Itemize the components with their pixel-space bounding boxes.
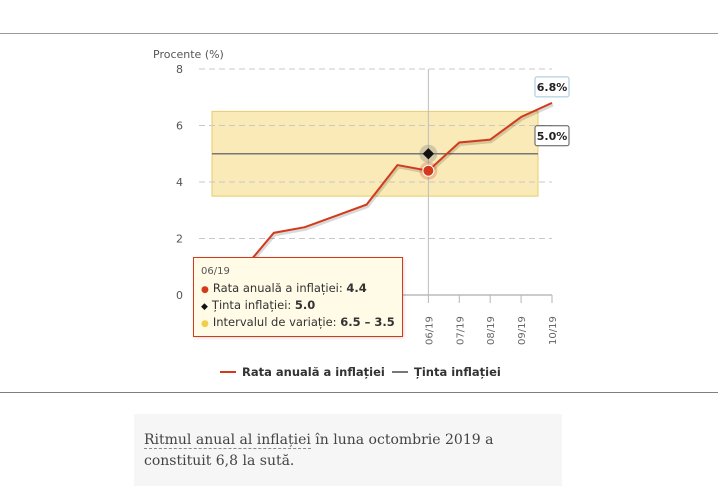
tooltip-label-target: Ținta inflației: [211, 298, 295, 312]
tooltip-row-target: ◆ Ținta inflației: 5.0 [201, 298, 394, 315]
y-axis-title: Procente (%) [153, 48, 224, 61]
caption-rest: în luna octombrie 2019 a constituit 6,8 … [144, 432, 494, 469]
y-tick-label-0: 0 [176, 289, 183, 302]
tooltip-value-inflation: 4.4 [346, 281, 367, 295]
x-tick-label-08/19: 08/19 [486, 316, 497, 345]
x-tick-label-06/19: 06/19 [424, 316, 435, 345]
end-label-inflation-box [534, 76, 570, 98]
end-label-inflation: 6.8% [537, 81, 568, 94]
tooltip-label-interval: Intervalul de variație: [212, 315, 341, 329]
y-tick-label-6: 6 [176, 120, 183, 133]
y-tick-label-4: 4 [176, 176, 183, 189]
hover-point-inflation [422, 164, 435, 177]
y-tick-label-8: 8 [176, 63, 183, 76]
tooltip-value-target: 5.0 [294, 298, 316, 312]
section-divider [0, 392, 718, 393]
tooltip-header: 06/19 [201, 266, 230, 277]
caption-box: Ritmul anual al inflației în luna octomb… [134, 414, 562, 486]
legend-label-target: Ținta inflației [414, 365, 501, 379]
tooltip-value-interval: 6.5 – 3.5 [340, 315, 395, 329]
hover-point-target [422, 148, 435, 160]
x-tick-label-07/19: 07/19 [455, 316, 466, 345]
tooltip-dot-target: ◆ [201, 302, 208, 312]
top-divider [0, 33, 718, 34]
end-label-target: 5.0% [537, 130, 568, 143]
inflation-chart: 0 2 4 6 8 Procente (%) 06/19 07/19 08/19 09/19 10/… [153, 48, 570, 379]
legend-label-inflation: Rata anuală a inflației [242, 365, 385, 379]
x-tick-label-09/19: 09/19 [517, 316, 528, 345]
x-tick-label-10/19: 10/19 [548, 316, 559, 345]
chart-tooltip: 06/19 ● Rata anuală a inflației: 4.4 ◆ Țin… [193, 257, 403, 337]
inflation-line [211, 101, 553, 277]
end-label-target-box [534, 125, 570, 147]
inflation-line-shadow [212, 103, 554, 279]
tooltip-row-interval: ● Intervalul de variație: 6.5 – 3.5 [201, 315, 395, 332]
y-tick-label-2: 2 [176, 233, 183, 246]
tooltip-row-inflation: ● Rata anuală a inflației: 4.4 [201, 281, 394, 298]
tooltip-label-inflation: Rata anuală a inflației: [212, 281, 347, 295]
caption-text: Ritmul anual al inflației în luna octomb… [144, 430, 558, 472]
tooltip-dot-interval: ● [201, 319, 209, 329]
caption-term-link[interactable]: Ritmul anual al inflației [144, 432, 311, 449]
tooltip-dot-inflation: ● [201, 285, 209, 295]
